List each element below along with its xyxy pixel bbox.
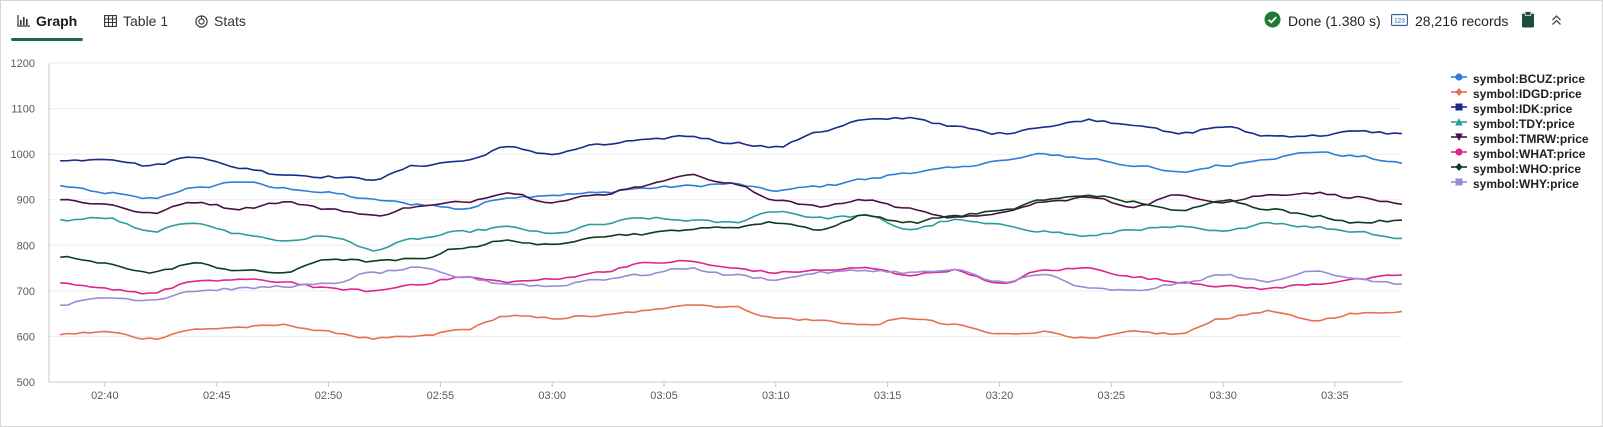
x-axis: 02:40 02:45 02:50 02:55 03:00 03:05 03:10 03:15… [91, 382, 1349, 402]
legend-item[interactable]: symbol:IDK:price [1451, 101, 1601, 116]
legend-marker-icon [1451, 161, 1473, 176]
legend-item[interactable]: symbol:BCUZ:price [1451, 71, 1601, 86]
record-count-text: 28,216 records [1415, 13, 1509, 29]
query-status: Done (1.380 s) [1264, 1, 1381, 41]
record-count-icon: 123 [1391, 13, 1408, 29]
series-line-symbol-why-price[interactable] [60, 266, 1403, 306]
tab-stats[interactable]: Stats [189, 1, 252, 41]
copy-button[interactable] [1521, 1, 1535, 41]
x-tick-label: 03:30 [1209, 390, 1237, 402]
legend-marker-icon [1451, 131, 1473, 146]
y-tick-label: 800 [17, 240, 35, 252]
series-line-symbol-tmrw-price[interactable] [60, 173, 1403, 219]
legend-label: symbol:BCUZ:price [1473, 71, 1586, 86]
x-tick-label: 03:00 [538, 390, 566, 402]
x-tick-label: 02:45 [203, 390, 231, 402]
y-tick-label: 500 [17, 377, 35, 389]
legend-label: symbol:IDK:price [1473, 101, 1573, 116]
legend-label: symbol:WHO:price [1473, 161, 1582, 176]
table-icon [104, 15, 117, 27]
legend-marker-icon [1451, 116, 1473, 131]
y-axis: 1200 1100 1000 900 800 700 600 500 [11, 58, 35, 389]
x-tick-label: 03:05 [650, 390, 678, 402]
collapse-button[interactable] [1551, 1, 1562, 41]
tab-table-1-label: Table 1 [123, 13, 169, 29]
y-tick-label: 600 [17, 331, 35, 343]
x-tick-label: 03:25 [1098, 390, 1126, 402]
legend-label: symbol:TMRW:price [1473, 131, 1589, 146]
legend-label: symbol:IDGD:price [1473, 86, 1582, 101]
y-tick-label: 700 [17, 286, 35, 298]
x-tick-label: 02:40 [91, 390, 119, 402]
legend-label: symbol:WHY:price [1473, 176, 1579, 191]
series-line-symbol-idk-price[interactable] [60, 116, 1403, 181]
x-tick-label: 03:15 [874, 390, 902, 402]
svg-text:123: 123 [1394, 18, 1405, 25]
legend-item[interactable]: symbol:IDGD:price [1451, 86, 1601, 101]
legend-item[interactable]: symbol:TDY:price [1451, 116, 1601, 131]
legend-marker-icon [1451, 86, 1473, 101]
double-chevron-up-icon [1551, 13, 1562, 29]
legend-marker-icon [1451, 71, 1473, 86]
chart-gridlines [48, 62, 1402, 383]
y-tick-label: 900 [17, 195, 35, 207]
x-tick-label: 03:35 [1321, 390, 1349, 402]
bar-chart-icon [17, 15, 30, 27]
tab-graph-label: Graph [36, 13, 78, 29]
series-line-symbol-tdy-price[interactable] [60, 210, 1403, 252]
x-tick-label: 02:50 [315, 390, 343, 402]
tab-stats-label: Stats [214, 13, 246, 29]
tab-graph[interactable]: Graph [11, 1, 83, 41]
results-toolbar: Graph Table 1 Stats Done (1.380 s) 123 2… [1, 1, 1602, 43]
y-tick-label: 1100 [11, 104, 35, 116]
legend-marker-icon [1451, 176, 1473, 191]
clipboard-icon [1521, 11, 1535, 31]
series-line-symbol-idgd-price[interactable] [60, 304, 1403, 340]
series-line-symbol-what-price[interactable] [60, 259, 1403, 295]
legend-marker-icon [1451, 146, 1473, 161]
success-check-icon [1264, 11, 1281, 31]
series-line-symbol-who-price[interactable] [60, 194, 1403, 274]
chart-series [60, 116, 1403, 340]
y-tick-label: 1200 [11, 58, 35, 70]
legend-item[interactable]: symbol:TMRW:price [1451, 131, 1601, 146]
series-line-symbol-bcuz-price[interactable] [60, 151, 1403, 210]
legend-item[interactable]: symbol:WHAT:price [1451, 146, 1601, 161]
legend-item[interactable]: symbol:WHO:price [1451, 161, 1601, 176]
x-tick-label: 02:55 [427, 390, 455, 402]
legend-marker-icon [1451, 101, 1473, 116]
record-count: 123 28,216 records [1391, 1, 1508, 41]
chart-legend: symbol:BCUZ:price symbol:IDGD:price symbol… [1451, 71, 1601, 191]
legend-label: symbol:TDY:price [1473, 116, 1575, 131]
legend-item[interactable]: symbol:WHY:price [1451, 176, 1601, 191]
y-tick-label: 1000 [11, 149, 35, 161]
status-done-text: Done (1.380 s) [1288, 13, 1381, 29]
stats-icon [195, 14, 208, 28]
x-tick-label: 03:20 [986, 390, 1014, 402]
legend-label: symbol:WHAT:price [1473, 146, 1586, 161]
tab-table-1[interactable]: Table 1 [98, 1, 174, 41]
x-tick-label: 03:10 [762, 390, 790, 402]
